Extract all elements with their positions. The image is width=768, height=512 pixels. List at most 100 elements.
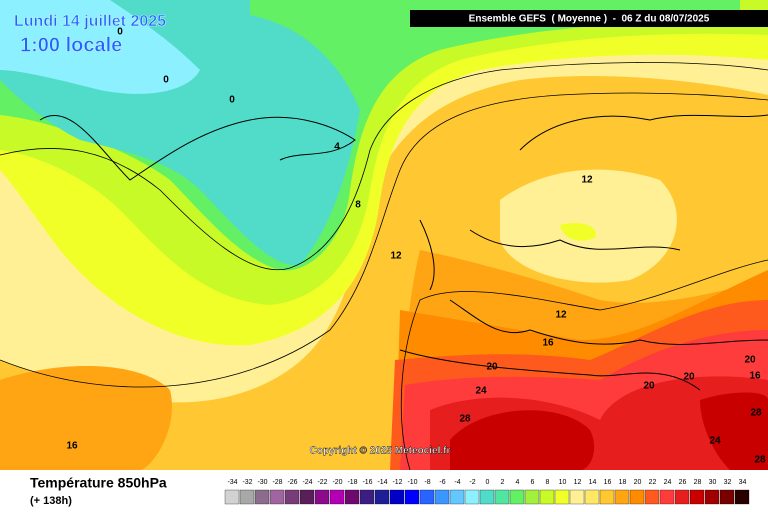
scale-box xyxy=(599,489,615,505)
scale-box xyxy=(329,489,345,505)
scale-label: -24 xyxy=(302,479,312,486)
scale-label: 26 xyxy=(679,479,687,486)
run-info: Ensemble GEFS ( Moyenne ) - 06 Z du 08/0… xyxy=(469,14,710,25)
contour-label: 16 xyxy=(749,371,761,382)
scale-box xyxy=(344,489,360,505)
contour-label: 4 xyxy=(334,142,340,153)
scale-box xyxy=(644,489,660,505)
scale-label: -14 xyxy=(377,479,387,486)
scale-box xyxy=(689,489,705,505)
scale-box xyxy=(704,489,720,505)
scale-label: 6 xyxy=(531,479,535,486)
scale-label: 22 xyxy=(649,479,657,486)
copyright: Copyright © 2025 Meteociel.fr xyxy=(310,446,451,457)
scale-box xyxy=(659,489,675,505)
scale-box xyxy=(374,489,390,505)
scale-box xyxy=(614,489,630,505)
scale-box xyxy=(224,489,240,505)
scale-label: -10 xyxy=(407,479,417,486)
scale-box xyxy=(434,489,450,505)
contour-label: 24 xyxy=(709,436,721,447)
scale-label: 8 xyxy=(546,479,550,486)
contour-label: 16 xyxy=(66,441,78,452)
map-fields xyxy=(0,0,768,470)
scale-box xyxy=(389,489,405,505)
isolines xyxy=(0,62,768,471)
scale-label: 16 xyxy=(604,479,612,486)
contour-label: 28 xyxy=(459,414,471,425)
contour-label: 12 xyxy=(581,175,593,186)
contour-labels: 0 0 0 4 8 12 12 12 16 20 24 28 20 20 20 … xyxy=(66,27,766,466)
scale-box xyxy=(314,489,330,505)
run-box xyxy=(410,10,768,27)
scale-box xyxy=(494,489,510,505)
scale-box xyxy=(284,489,300,505)
scale-label: 2 xyxy=(501,479,505,486)
scale-label: 20 xyxy=(634,479,642,486)
scale-box xyxy=(554,489,570,505)
scale-box xyxy=(479,489,495,505)
map-date: Lundi 14 juillet 2025 xyxy=(14,13,166,30)
scale-label: 14 xyxy=(589,479,597,486)
contour-label: 28 xyxy=(750,408,762,419)
contour-label: 20 xyxy=(744,355,756,366)
map-local-time: 1:00 locale xyxy=(20,34,122,56)
scale-box xyxy=(269,489,285,505)
scale-label: -34 xyxy=(227,479,237,486)
scale-box xyxy=(449,489,465,505)
contour-label: 0 xyxy=(163,75,169,86)
scale-box xyxy=(299,489,315,505)
scale-label: -16 xyxy=(362,479,372,486)
scale-box xyxy=(464,489,480,505)
contour-label: 0 xyxy=(229,95,235,106)
scale-label: 12 xyxy=(574,479,582,486)
scale-label: -2 xyxy=(469,479,475,486)
scale-box xyxy=(359,489,375,505)
contour-label: 12 xyxy=(390,251,402,262)
contour-label: 20 xyxy=(486,362,498,373)
scale-box xyxy=(734,489,750,505)
scale-label: -6 xyxy=(439,479,445,486)
scale-label: -30 xyxy=(257,479,267,486)
scale-box xyxy=(254,489,270,505)
color-scale: -34 -32 -30 -28 -26 -24 -22 -20 -18 -16 -14 -12 -10-… xyxy=(224,479,750,505)
scale-label: 28 xyxy=(694,479,702,486)
lead-time: (+ 138h) xyxy=(30,495,72,507)
scale-label: 30 xyxy=(709,479,717,486)
scale-label: -18 xyxy=(347,479,357,486)
scale-box xyxy=(584,489,600,505)
scale-box xyxy=(569,489,585,505)
scale-label: -28 xyxy=(272,479,282,486)
scale-label: 10 xyxy=(559,479,567,486)
contour-label: 0 xyxy=(117,27,123,38)
scale-label: -4 xyxy=(454,479,460,486)
contour-label: 24 xyxy=(475,386,487,397)
scale-label: 34 xyxy=(739,479,747,486)
contour-label: 12 xyxy=(555,310,567,321)
scale-box xyxy=(239,489,255,505)
scale-box xyxy=(719,489,735,505)
scale-label: -26 xyxy=(287,479,297,486)
scale-box xyxy=(539,489,555,505)
scale-label: -22 xyxy=(317,479,327,486)
contour-label: 20 xyxy=(643,381,655,392)
scale-box xyxy=(419,489,435,505)
contour-label: 8 xyxy=(355,200,361,211)
scale-label: 4 xyxy=(516,479,520,486)
coastlines xyxy=(39,114,768,391)
scale-box xyxy=(674,489,690,505)
scale-label: 32 xyxy=(724,479,732,486)
scale-label: -8 xyxy=(424,479,430,486)
scale-box xyxy=(524,489,540,505)
scale-label: -32 xyxy=(242,479,252,486)
scale-label: 18 xyxy=(619,479,627,486)
scale-box xyxy=(404,489,420,505)
scale-box xyxy=(629,489,645,505)
scale-label: -20 xyxy=(332,479,342,486)
contour-label: 16 xyxy=(542,338,554,349)
scale-label: 0 xyxy=(486,479,490,486)
contour-label: 20 xyxy=(683,372,695,383)
scale-box xyxy=(509,489,525,505)
scale-label: -12 xyxy=(392,479,402,486)
scale-label: 24 xyxy=(664,479,672,486)
